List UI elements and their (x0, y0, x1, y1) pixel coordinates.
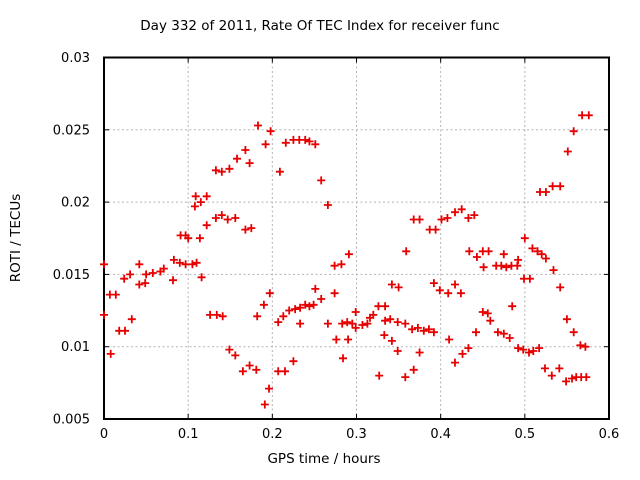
svg-text:0.005: 0.005 (53, 413, 90, 428)
svg-text:0.03: 0.03 (61, 51, 90, 66)
svg-text:0.02: 0.02 (61, 196, 90, 211)
svg-text:0.015: 0.015 (53, 268, 90, 283)
svg-text:0.4: 0.4 (430, 427, 451, 442)
svg-text:0.2: 0.2 (262, 427, 283, 442)
svg-text:0.3: 0.3 (346, 427, 367, 442)
y-tick-labels: 0.005 0.01 0.015 0.02 0.025 0.03 (53, 51, 90, 428)
svg-text:0.5: 0.5 (514, 427, 535, 442)
data-points (100, 111, 593, 409)
svg-text:0.025: 0.025 (53, 123, 90, 138)
x-axis-label: GPS time / hours (267, 451, 380, 467)
svg-text:0.1: 0.1 (178, 427, 199, 442)
x-tick-labels: 0 0.1 0.2 0.3 0.4 0.5 0.6 (100, 427, 619, 442)
y-axis-label: ROTI / TECUs (8, 194, 24, 282)
svg-text:0.01: 0.01 (61, 340, 90, 355)
chart-title: Day 332 of 2011, Rate Of TEC Index for r… (140, 18, 499, 34)
plot-border (103, 56, 610, 420)
svg-text:0: 0 (100, 427, 108, 442)
svg-text:0.6: 0.6 (599, 427, 620, 442)
